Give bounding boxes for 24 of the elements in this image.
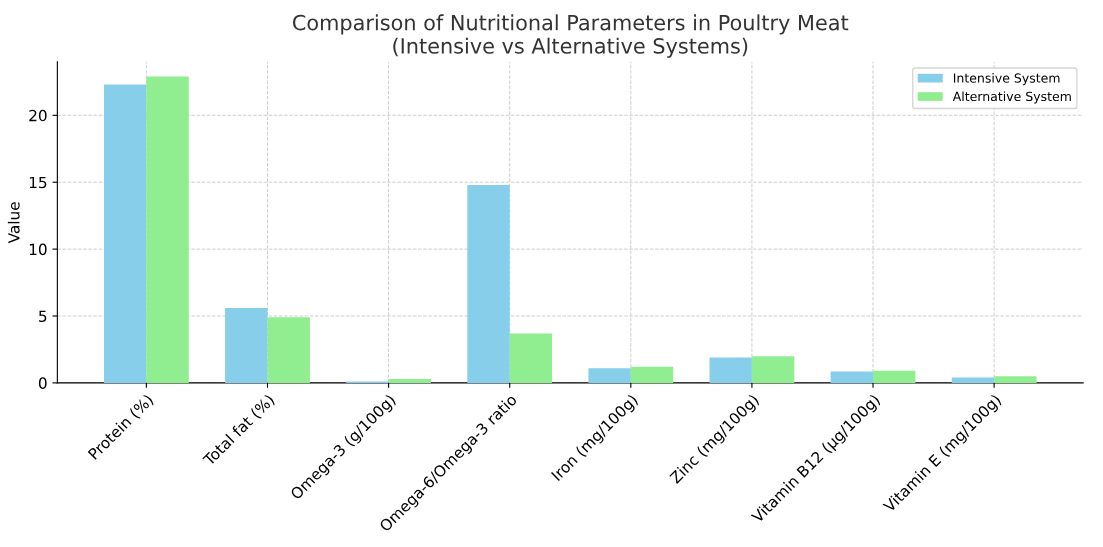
y-tick-label: 5 bbox=[39, 310, 47, 323]
bar bbox=[509, 333, 553, 383]
y-tick-label: 0 bbox=[38, 377, 47, 389]
bar bbox=[225, 307, 268, 383]
y-tick-label: 15 bbox=[29, 176, 47, 189]
legend-label: Intensive System bbox=[953, 73, 1060, 86]
bar bbox=[588, 368, 631, 383]
bar bbox=[709, 357, 752, 383]
y-tick-label: 20 bbox=[29, 109, 47, 122]
y-axis-title: Value bbox=[7, 202, 20, 244]
chart-title: Comparison of Nutritional Parameters in Poultry Meat (Intensive vs Alternative Systems) bbox=[292, 14, 849, 58]
bar bbox=[994, 376, 1037, 383]
bar bbox=[951, 377, 995, 383]
y-tick-label: 10 bbox=[29, 243, 47, 256]
bar bbox=[751, 356, 795, 383]
bar bbox=[267, 317, 310, 383]
bar bbox=[873, 370, 916, 383]
bar bbox=[388, 378, 431, 383]
bar bbox=[830, 371, 874, 383]
bar bbox=[630, 366, 674, 383]
bar bbox=[146, 76, 189, 383]
bar bbox=[467, 184, 510, 383]
bar bbox=[103, 84, 147, 383]
legend-label: Alternative System bbox=[952, 91, 1071, 104]
